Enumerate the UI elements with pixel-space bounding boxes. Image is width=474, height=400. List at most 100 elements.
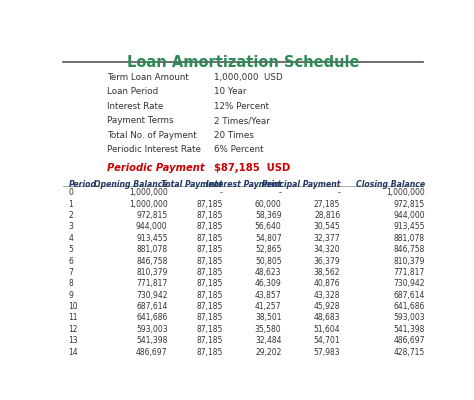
Text: Opening Balance: Opening Balance [94, 180, 168, 189]
Text: Periodic Interest Rate: Periodic Interest Rate [107, 145, 201, 154]
Text: 87,185: 87,185 [196, 245, 223, 254]
Text: -: - [337, 188, 340, 197]
Text: 972,815: 972,815 [393, 200, 425, 208]
Text: -: - [220, 188, 223, 197]
Text: 687,614: 687,614 [136, 302, 168, 311]
Text: 593,003: 593,003 [136, 325, 168, 334]
Text: 87,185: 87,185 [196, 314, 223, 322]
Text: Period: Period [68, 180, 96, 189]
Text: -: - [279, 188, 282, 197]
Text: 27,185: 27,185 [314, 200, 340, 208]
Text: 8: 8 [68, 279, 73, 288]
Text: 12: 12 [68, 325, 78, 334]
Text: Term Loan Amount: Term Loan Amount [107, 73, 189, 82]
Text: 944,000: 944,000 [393, 211, 425, 220]
Text: 687,614: 687,614 [393, 291, 425, 300]
Text: 87,185: 87,185 [196, 302, 223, 311]
Text: 0: 0 [68, 188, 73, 197]
Text: Payment Terms: Payment Terms [107, 116, 173, 125]
Text: 972,815: 972,815 [137, 211, 168, 220]
Text: 38,562: 38,562 [314, 268, 340, 277]
Text: 9: 9 [68, 291, 73, 300]
Text: Loan Period: Loan Period [107, 87, 158, 96]
Text: 20 Times: 20 Times [213, 130, 254, 140]
Text: 13: 13 [68, 336, 78, 345]
Text: 34,320: 34,320 [314, 245, 340, 254]
Text: 846,758: 846,758 [136, 256, 168, 266]
Text: Interest Rate: Interest Rate [107, 102, 163, 110]
Text: 2 Times/Year: 2 Times/Year [213, 116, 269, 125]
Text: 486,697: 486,697 [136, 348, 168, 357]
Text: 14: 14 [68, 348, 78, 357]
Text: 32,377: 32,377 [314, 234, 340, 243]
Text: 87,185: 87,185 [196, 336, 223, 345]
Text: 881,078: 881,078 [137, 245, 168, 254]
Text: 541,398: 541,398 [136, 336, 168, 345]
Text: 43,857: 43,857 [255, 291, 282, 300]
Text: 12% Percent: 12% Percent [213, 102, 269, 110]
Text: 57,983: 57,983 [314, 348, 340, 357]
Text: 846,758: 846,758 [393, 245, 425, 254]
Text: 87,185: 87,185 [196, 268, 223, 277]
Text: 730,942: 730,942 [136, 291, 168, 300]
Text: 87,185: 87,185 [196, 211, 223, 220]
Text: 58,369: 58,369 [255, 211, 282, 220]
Text: 810,379: 810,379 [393, 256, 425, 266]
Text: 1,000,000: 1,000,000 [129, 200, 168, 208]
Text: 87,185: 87,185 [196, 234, 223, 243]
Text: 51,604: 51,604 [314, 325, 340, 334]
Text: 541,398: 541,398 [393, 325, 425, 334]
Text: 41,257: 41,257 [255, 302, 282, 311]
Text: 36,379: 36,379 [313, 256, 340, 266]
Text: Periodic Payment: Periodic Payment [107, 163, 205, 173]
Text: 1,000,000: 1,000,000 [386, 188, 425, 197]
Text: $87,185  USD: $87,185 USD [213, 163, 290, 173]
Text: Principal Payment: Principal Payment [262, 180, 340, 189]
Text: 87,185: 87,185 [196, 256, 223, 266]
Text: 87,185: 87,185 [196, 348, 223, 357]
Text: 881,078: 881,078 [393, 234, 425, 243]
Text: 2: 2 [68, 211, 73, 220]
Text: 45,928: 45,928 [314, 302, 340, 311]
Text: 730,942: 730,942 [393, 279, 425, 288]
Text: 428,715: 428,715 [393, 348, 425, 357]
Text: 54,807: 54,807 [255, 234, 282, 243]
Text: 35,580: 35,580 [255, 325, 282, 334]
Text: Closing Balance: Closing Balance [356, 180, 425, 189]
Text: 944,000: 944,000 [136, 222, 168, 231]
Text: Loan Amortization Schedule: Loan Amortization Schedule [127, 55, 359, 70]
Text: 641,686: 641,686 [393, 302, 425, 311]
Text: 40,876: 40,876 [314, 279, 340, 288]
Text: 11: 11 [68, 314, 78, 322]
Text: 7: 7 [68, 268, 73, 277]
Text: 60,000: 60,000 [255, 200, 282, 208]
Text: 48,683: 48,683 [314, 314, 340, 322]
Text: 87,185: 87,185 [196, 222, 223, 231]
Text: 593,003: 593,003 [393, 314, 425, 322]
Text: Total No. of Payment: Total No. of Payment [107, 130, 197, 140]
Text: 1,000,000  USD: 1,000,000 USD [213, 73, 283, 82]
Text: 87,185: 87,185 [196, 200, 223, 208]
Text: 52,865: 52,865 [255, 245, 282, 254]
Text: 5: 5 [68, 245, 73, 254]
Text: 54,701: 54,701 [314, 336, 340, 345]
Text: 1: 1 [68, 200, 73, 208]
Text: 771,817: 771,817 [393, 268, 425, 277]
Text: 486,697: 486,697 [393, 336, 425, 345]
Text: Interest Payment: Interest Payment [206, 180, 282, 189]
Text: 771,817: 771,817 [137, 279, 168, 288]
Text: 641,686: 641,686 [136, 314, 168, 322]
Text: 6% Percent: 6% Percent [213, 145, 263, 154]
Text: 38,501: 38,501 [255, 314, 282, 322]
Text: 10: 10 [68, 302, 78, 311]
Text: 32,484: 32,484 [255, 336, 282, 345]
Text: 6: 6 [68, 256, 73, 266]
Text: 1,000,000: 1,000,000 [129, 188, 168, 197]
Text: 46,309: 46,309 [255, 279, 282, 288]
Text: 87,185: 87,185 [196, 279, 223, 288]
Text: 30,545: 30,545 [313, 222, 340, 231]
Text: 3: 3 [68, 222, 73, 231]
Text: 87,185: 87,185 [196, 325, 223, 334]
Text: 43,328: 43,328 [314, 291, 340, 300]
Text: Total Payment: Total Payment [161, 180, 223, 189]
